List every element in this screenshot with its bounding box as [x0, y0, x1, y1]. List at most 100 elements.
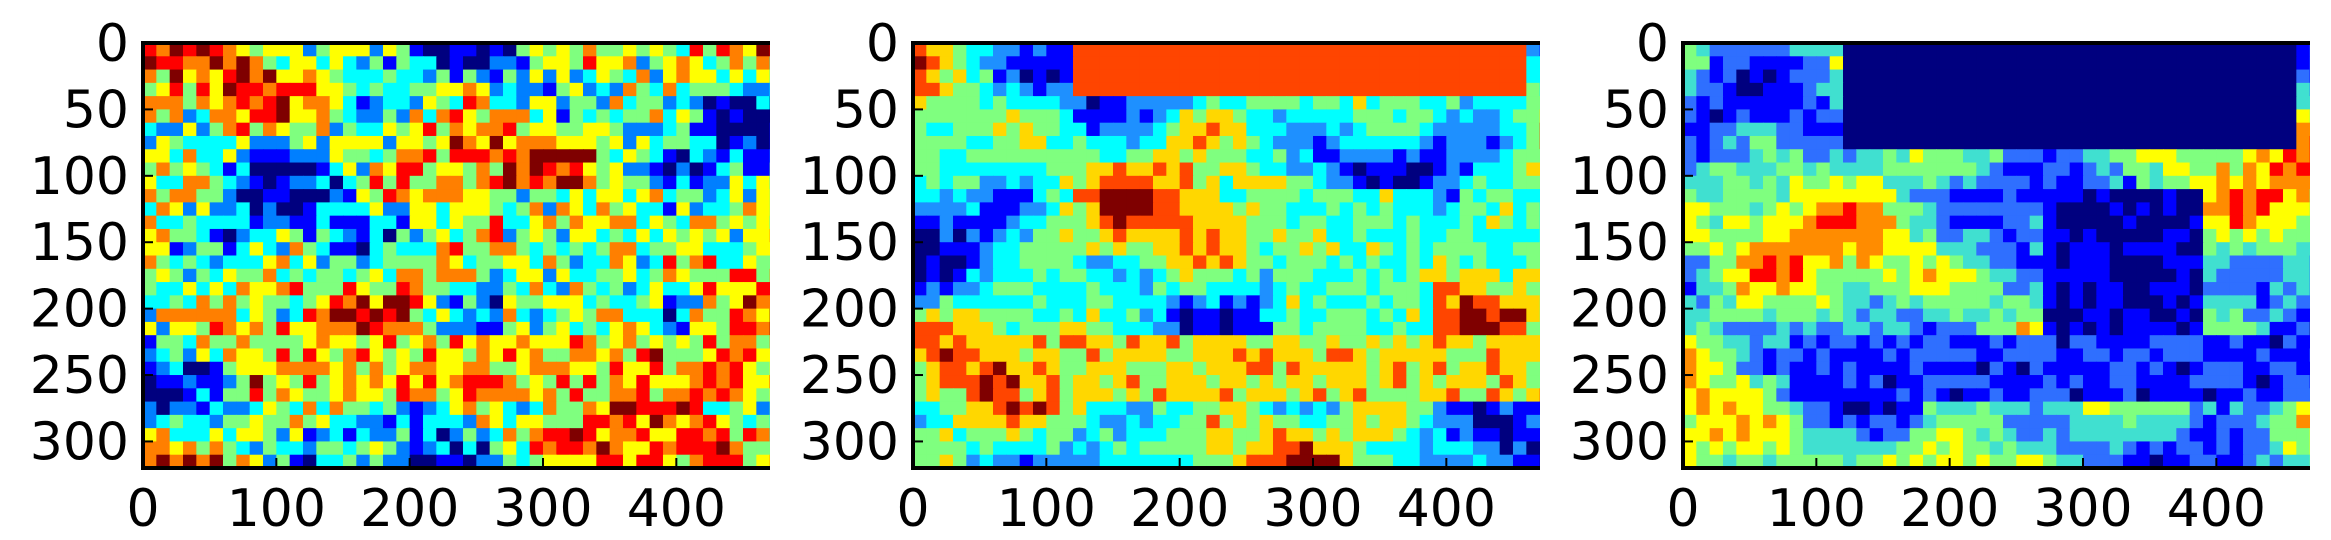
heatmap-cell — [2149, 321, 2164, 336]
heatmap-cell — [1006, 268, 1021, 283]
heatmap-cell — [2269, 414, 2284, 429]
heatmap-cell — [2149, 56, 2164, 71]
y-tick-label: 200 — [1570, 280, 1669, 340]
heatmap-cell — [1936, 69, 1951, 84]
heatmap-cell — [663, 428, 677, 443]
heatmap-cell — [1179, 335, 1194, 350]
heatmap-cell — [703, 454, 717, 469]
heatmap-cell — [183, 268, 197, 283]
heatmap-cell — [649, 109, 664, 124]
heatmap-cell — [2096, 189, 2111, 203]
heatmap-cell — [2109, 162, 2124, 177]
heatmap-cell — [423, 228, 437, 243]
heatmap-cell — [1843, 43, 1857, 57]
heatmap-cell — [1843, 308, 1857, 323]
heatmap-cell — [2149, 361, 2164, 376]
heatmap-cell — [449, 82, 464, 97]
heatmap-cell — [196, 96, 211, 111]
heatmap-cell — [1313, 282, 1327, 296]
heatmap-cell — [516, 375, 531, 389]
heatmap-cell — [476, 361, 491, 376]
heatmap-cell — [1299, 202, 1314, 217]
heatmap-cell — [236, 428, 251, 443]
heatmap-cell — [1313, 454, 1327, 469]
heatmap-cell — [1019, 401, 1034, 416]
heatmap-cell — [1006, 135, 1021, 150]
heatmap-cell — [2016, 189, 2031, 203]
heatmap-cell — [1059, 56, 1074, 71]
heatmap-cell — [1763, 228, 1777, 243]
heatmap-cell — [556, 375, 571, 389]
heatmap-cell — [556, 401, 571, 416]
heatmap-cell — [1139, 335, 1154, 350]
heatmap-cell — [966, 308, 981, 323]
heatmap-cell — [939, 348, 954, 363]
heatmap-cell — [1789, 255, 1804, 270]
heatmap-cell — [423, 135, 437, 150]
heatmap-cell — [1869, 43, 1884, 57]
heatmap-cell — [236, 149, 251, 164]
heatmap-cell — [423, 255, 437, 270]
heatmap-cell — [913, 308, 927, 323]
heatmap-cell — [396, 375, 411, 389]
heatmap-cell — [316, 414, 331, 429]
heatmap-cell — [2043, 295, 2057, 310]
heatmap-cell — [649, 56, 664, 71]
heatmap-cell — [1073, 135, 1087, 150]
heatmap-cell — [1353, 388, 1367, 403]
heatmap-cell — [2296, 189, 2310, 203]
heatmap-cell — [993, 109, 1007, 124]
heatmap-cell — [1459, 43, 1474, 57]
heatmap-cell — [529, 375, 544, 389]
heatmap-cell — [1259, 202, 1274, 217]
heatmap-cell — [1233, 441, 1247, 456]
heatmap-cell — [716, 255, 731, 270]
heatmap-cell — [249, 414, 264, 429]
heatmap-cell — [2203, 135, 2217, 150]
heatmap-cell — [1709, 401, 1724, 416]
heatmap-cell — [263, 69, 277, 84]
heatmap-cell — [743, 215, 757, 230]
heatmap-cell — [1869, 414, 1884, 429]
heatmap-cell — [489, 441, 504, 456]
x-tick-label: 300 — [1263, 479, 1362, 539]
heatmap-cell — [1246, 69, 1261, 84]
heatmap-cell — [2069, 228, 2084, 243]
heatmap-cell — [449, 268, 464, 283]
heatmap-cell — [1366, 255, 1381, 270]
heatmap-cell — [436, 43, 451, 57]
heatmap-cell — [1736, 335, 1751, 350]
heatmap-cell — [993, 96, 1007, 111]
heatmap-cell — [1046, 189, 1061, 203]
heatmap-cell — [1896, 282, 1911, 296]
heatmap-cell — [953, 215, 967, 230]
heatmap-cell — [2256, 321, 2271, 336]
heatmap-cell — [1019, 43, 1034, 57]
heatmap-cell — [2109, 189, 2124, 203]
heatmap-cell — [2016, 321, 2031, 336]
heatmap-cell — [1366, 56, 1381, 71]
heatmap-cell — [979, 401, 994, 416]
heatmap-cell — [503, 401, 517, 416]
heatmap-cell — [2243, 215, 2257, 230]
heatmap-cell — [2056, 282, 2071, 296]
heatmap-cell — [2296, 454, 2310, 469]
heatmap-cell — [196, 189, 211, 203]
heatmap-cell — [396, 321, 411, 336]
heatmap-cell — [1936, 321, 1951, 336]
heatmap-cell — [1883, 82, 1897, 97]
heatmap-cell — [1749, 255, 1764, 270]
heatmap-cell — [183, 335, 197, 350]
heatmap-cell — [1153, 82, 1167, 97]
heatmap-cell — [689, 335, 704, 350]
heatmap-cell — [1869, 335, 1884, 350]
heatmap-cell — [289, 149, 304, 164]
heatmap-cell — [2083, 122, 2097, 137]
heatmap-cell — [1869, 215, 1884, 230]
heatmap-cell — [1446, 56, 1461, 71]
heatmap-cell — [1923, 428, 1937, 443]
heatmap-cell — [979, 321, 994, 336]
heatmap-cell — [1963, 335, 1977, 350]
heatmap-cell — [2296, 321, 2310, 336]
heatmap-cell — [1989, 321, 2004, 336]
